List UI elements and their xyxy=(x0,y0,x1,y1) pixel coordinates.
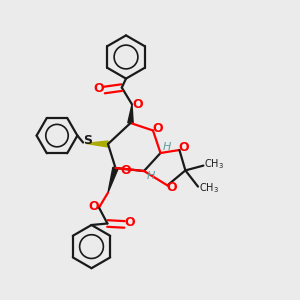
Text: S: S xyxy=(83,134,92,147)
Polygon shape xyxy=(86,141,108,147)
Text: O: O xyxy=(152,122,163,135)
Polygon shape xyxy=(128,104,133,123)
Text: O: O xyxy=(166,181,177,194)
Text: CH$_3$: CH$_3$ xyxy=(204,157,224,171)
Text: O: O xyxy=(132,98,143,111)
Text: H: H xyxy=(163,142,171,152)
Text: H: H xyxy=(146,171,155,181)
Text: O: O xyxy=(124,216,135,230)
Text: CH$_3$: CH$_3$ xyxy=(199,181,219,195)
Text: O: O xyxy=(178,141,189,154)
Polygon shape xyxy=(108,167,118,193)
Text: O: O xyxy=(94,82,104,95)
Text: O: O xyxy=(88,200,99,213)
Text: O: O xyxy=(120,164,130,178)
